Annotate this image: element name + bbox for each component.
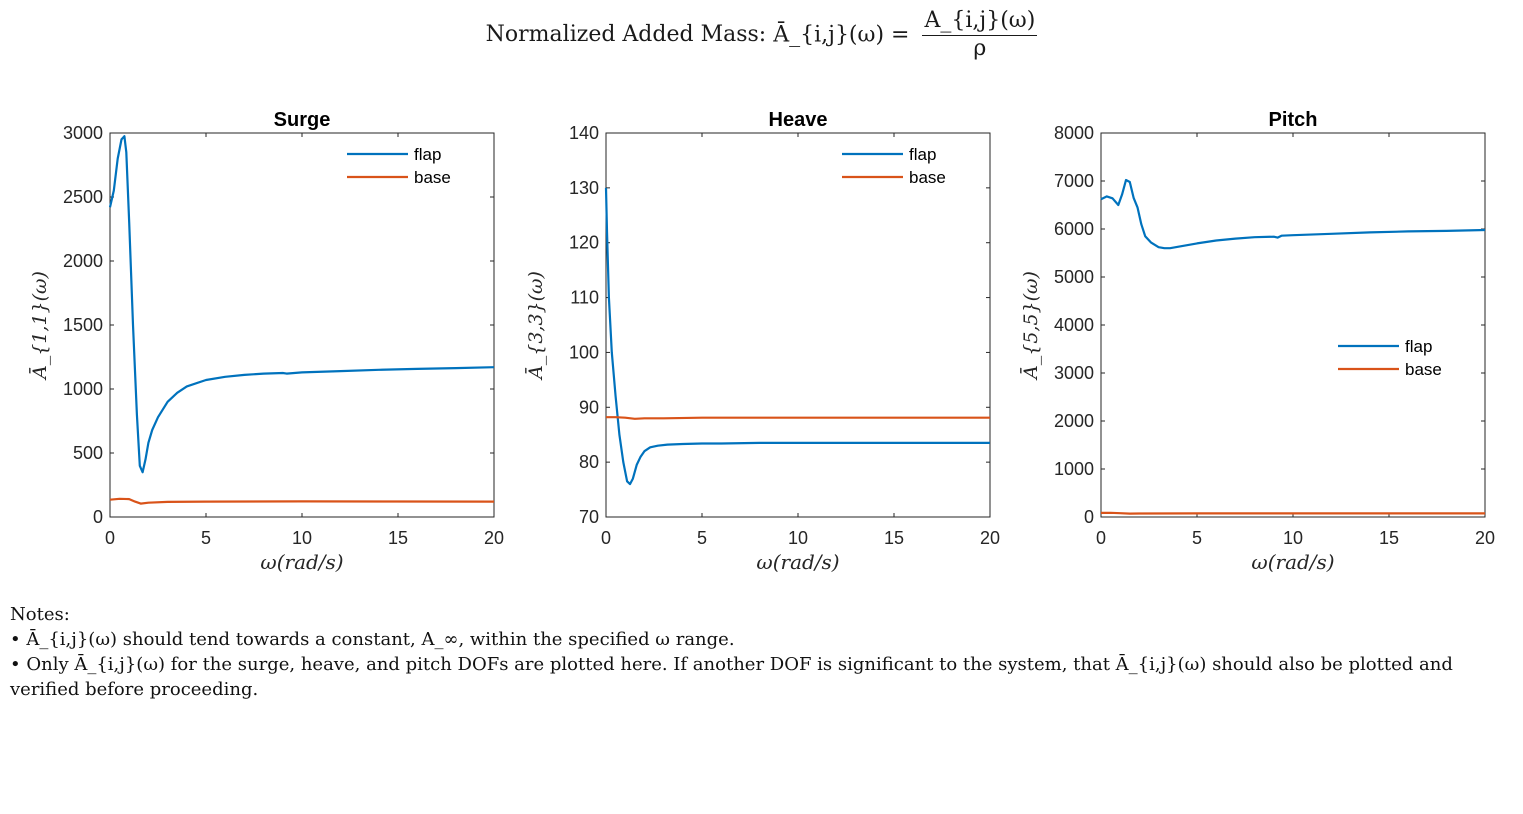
- y-tick-label-pitch-8000: 8000: [1054, 123, 1094, 143]
- x-tick-label-surge-0: 0: [105, 528, 115, 548]
- y-axis-label-surge: Ā_{1,1}(ω): [28, 271, 51, 381]
- y-tick-label-pitch-7000: 7000: [1054, 171, 1094, 191]
- figure-title-denominator: ρ: [973, 36, 987, 61]
- y-tick-label-pitch-5000: 5000: [1054, 267, 1094, 287]
- y-tick-label-heave-100: 100: [569, 342, 599, 362]
- y-tick-label-surge-1000: 1000: [63, 379, 103, 399]
- legend-label-pitch-base: base: [1405, 360, 1442, 379]
- x-tick-label-surge-15: 15: [388, 528, 408, 548]
- plot-area-pitch: [1100, 132, 1486, 518]
- x-tick-label-surge-20: 20: [484, 528, 504, 548]
- x-tick-label-pitch-15: 15: [1379, 528, 1399, 548]
- x-axis-label-surge: ω(rad/s): [260, 550, 343, 574]
- y-axis-label-heave: Ā_{3,3}(ω): [524, 271, 547, 381]
- x-axis-label-pitch: ω(rad/s): [1251, 550, 1334, 574]
- y-tick-label-surge-3000: 3000: [63, 123, 103, 143]
- y-tick-label-heave-120: 120: [569, 233, 599, 253]
- subplot-surge: Surge 0 5 10 15 20 0 500 1000 1500 2000 2500 3000 ω(r…: [28, 109, 504, 574]
- x-tick-label-pitch-20: 20: [1475, 528, 1495, 548]
- notes-block: Notes: • Ā_{i,j}(ω) should tend towards …: [10, 602, 1505, 702]
- y-tick-label-pitch-2000: 2000: [1054, 411, 1094, 431]
- subplot-title-pitch: Pitch: [1269, 109, 1318, 131]
- y-tick-label-pitch-6000: 6000: [1054, 219, 1094, 239]
- x-tick-label-heave-10: 10: [788, 528, 808, 548]
- legend-label-pitch-flap: flap: [1405, 337, 1432, 356]
- y-tick-label-pitch-3000: 3000: [1054, 363, 1094, 383]
- x-tick-label-surge-10: 10: [292, 528, 312, 548]
- y-axis-label-pitch: Ā_{5,5}(ω): [1019, 271, 1042, 381]
- y-tick-label-heave-110: 110: [570, 288, 599, 308]
- notes-heading: Notes:: [10, 604, 70, 625]
- subplot-pitch: Pitch 0 5 10 15 20 0 1000 2000 3000 4000 5000 6000 70…: [1019, 109, 1495, 574]
- series-line-heave-flap: [604, 187, 990, 486]
- legend-label-surge-base: base: [414, 168, 451, 187]
- series-line-pitch-flap: [1100, 178, 1486, 250]
- series-line-surge-flap: [108, 135, 495, 474]
- notes-bullet-1: • Ā_{i,j}(ω) should tend towards a const…: [10, 629, 735, 650]
- subplot-title-heave: Heave: [769, 109, 828, 131]
- figure-title-text: Normalized Added Mass:: [485, 22, 774, 47]
- y-tick-label-heave-130: 130: [569, 178, 599, 198]
- y-tick-label-heave-90: 90: [579, 397, 599, 417]
- plot-area-heave: [605, 132, 991, 518]
- y-tick-label-pitch-4000: 4000: [1054, 315, 1094, 335]
- subplot-title-surge: Surge: [274, 109, 331, 131]
- y-tick-label-pitch-1000: 1000: [1054, 459, 1094, 479]
- y-tick-label-surge-2500: 2500: [63, 187, 103, 207]
- y-tick-label-pitch-0: 0: [1084, 507, 1094, 527]
- y-tick-label-surge-2000: 2000: [63, 251, 103, 271]
- y-tick-label-surge-500: 500: [73, 443, 103, 463]
- subplot-heave: Heave 0 5 10 15 20 70 80 90 100 110 120 130 140 ω(rad/…: [524, 109, 1000, 574]
- legend-label-surge-flap: flap: [414, 145, 441, 164]
- x-tick-label-heave-5: 5: [697, 528, 707, 548]
- figure-title-fraction: A_{i,j}(ω) ρ: [922, 8, 1038, 62]
- figure-title-numerator: A_{i,j}(ω): [922, 8, 1038, 36]
- series-line-surge-base: [109, 497, 495, 505]
- x-tick-label-heave-20: 20: [980, 528, 1000, 548]
- notes-bullet-2: • Only Ā_{i,j}(ω) for the surge, heave, …: [10, 654, 1453, 700]
- y-tick-label-surge-1500: 1500: [63, 315, 103, 335]
- figure-title: Normalized Added Mass: Ā_{i,j}(ω) = A_{i…: [0, 8, 1523, 62]
- y-tick-label-heave-140: 140: [569, 123, 599, 143]
- x-tick-label-pitch-5: 5: [1192, 528, 1202, 548]
- series-line-pitch-base: [1100, 511, 1485, 515]
- y-tick-label-heave-70: 70: [579, 507, 599, 527]
- plot-area-surge: [109, 132, 495, 518]
- x-tick-label-pitch-10: 10: [1283, 528, 1303, 548]
- x-tick-label-heave-15: 15: [884, 528, 904, 548]
- x-tick-label-surge-5: 5: [201, 528, 211, 548]
- x-tick-label-pitch-0: 0: [1096, 528, 1106, 548]
- legend-label-heave-flap: flap: [909, 145, 936, 164]
- figure-title-lhs: Ā_{i,j}(ω) =: [773, 22, 910, 48]
- series-line-heave-base: [606, 416, 990, 420]
- legend-label-heave-base: base: [909, 168, 946, 187]
- x-axis-label-heave: ω(rad/s): [756, 550, 839, 574]
- x-tick-label-heave-0: 0: [601, 528, 611, 548]
- y-tick-label-surge-0: 0: [93, 507, 103, 527]
- y-tick-label-heave-80: 80: [579, 452, 599, 472]
